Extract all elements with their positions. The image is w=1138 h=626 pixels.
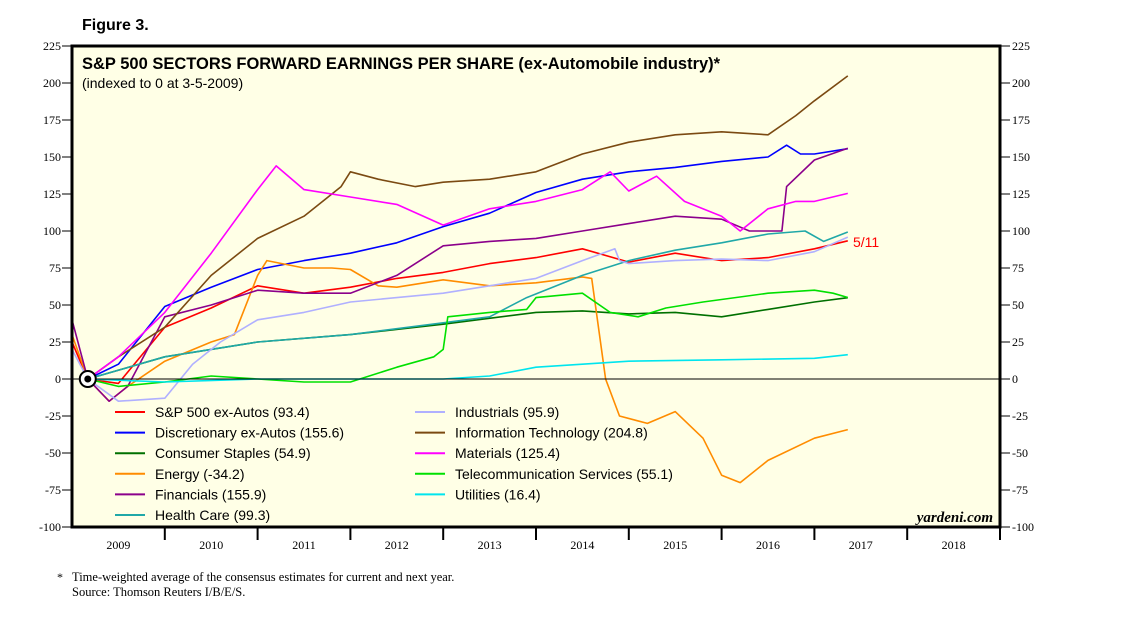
y-tick-label-left: 0 — [55, 372, 61, 386]
y-tick-label-left: 150 — [43, 150, 61, 164]
legend-label: Consumer Staples (54.9) — [155, 445, 311, 461]
legend-item: Health Care (99.3) — [115, 507, 270, 523]
x-tick-label: 2013 — [478, 538, 502, 552]
x-tick-label: 2014 — [570, 538, 594, 552]
legend-item: Consumer Staples (54.9) — [115, 445, 311, 461]
plot-area — [72, 46, 1000, 527]
y-tick-label-left: -25 — [45, 409, 61, 423]
legend-label: Discretionary ex-Autos (155.6) — [155, 425, 344, 441]
y-tick-label-right: 125 — [1012, 187, 1030, 201]
series-line-10 — [87, 353, 848, 383]
x-tick-label: 2015 — [663, 538, 687, 552]
y-tick-label-right: -50 — [1012, 446, 1028, 460]
y-tick-label-right: -100 — [1012, 520, 1034, 534]
y-tick-label-right: -75 — [1012, 483, 1028, 497]
x-tick-label: 2010 — [199, 538, 223, 552]
x-tick-label: 2009 — [106, 538, 130, 552]
legend-label: Financials (155.9) — [155, 486, 266, 502]
series-line-1 — [87, 144, 848, 380]
y-tick-label-right: -25 — [1012, 409, 1028, 423]
legend-item: Utilities (16.4) — [415, 486, 541, 502]
legend-label: Materials (125.4) — [455, 445, 560, 461]
y-tick-label-right: 25 — [1012, 335, 1024, 349]
y-tick-label-left: -75 — [45, 483, 61, 497]
legend-item: S&P 500 ex-Autos (93.4) — [115, 404, 310, 420]
y-tick-label-right: 200 — [1012, 76, 1030, 90]
legend-label: Industrials (95.9) — [455, 404, 559, 420]
series-line-5 — [87, 230, 849, 380]
legend-item: Energy (-34.2) — [115, 466, 244, 482]
x-tick-label: 2018 — [942, 538, 966, 552]
legend-item: Financials (155.9) — [115, 486, 266, 502]
y-tick-label-right: 100 — [1012, 224, 1030, 238]
footnote-line-2: Source: Thomson Reuters I/B/E/S. — [72, 585, 245, 599]
y-tick-label-left: 100 — [43, 224, 61, 238]
legend-item: Telecommunication Services (55.1) — [415, 466, 673, 482]
legend-label: Information Technology (204.8) — [455, 425, 648, 441]
plot-frame — [70, 44, 1002, 529]
series-line-7 — [87, 75, 849, 380]
legend-item: Information Technology (204.8) — [415, 425, 648, 441]
y-tick-label-left: -50 — [45, 446, 61, 460]
chart-subtitle: (indexed to 0 at 3-5-2009) — [82, 75, 243, 91]
y-tick-label-left: 75 — [49, 261, 61, 275]
legend-item: Materials (125.4) — [415, 445, 560, 461]
brand-label: yardeni.com — [915, 510, 993, 526]
y-tick-label-left: 50 — [49, 298, 61, 312]
legend-label: Health Care (99.3) — [155, 507, 270, 523]
series-line-9 — [87, 289, 849, 388]
series-line-8 — [87, 165, 848, 380]
series-line-3 — [71, 259, 848, 484]
y-tick-label-left: 225 — [43, 39, 61, 53]
y-tick-label-left: 25 — [49, 335, 61, 349]
y-tick-label-left: 125 — [43, 187, 61, 201]
y-tick-label-left: -100 — [39, 520, 61, 534]
legend-item: Industrials (95.9) — [415, 404, 559, 420]
figure-label: Figure 3. — [82, 17, 149, 34]
x-tick-label: 2012 — [385, 538, 409, 552]
legend-label: Utilities (16.4) — [455, 486, 541, 502]
y-tick-label-right: 175 — [1012, 113, 1030, 127]
end-date-label: 5/11 — [853, 234, 879, 250]
y-tick-label-right: 225 — [1012, 39, 1030, 53]
y-tick-label-right: 150 — [1012, 150, 1030, 164]
legend-label: Telecommunication Services (55.1) — [455, 466, 673, 482]
series-line-4 — [71, 147, 849, 402]
legend-item: Discretionary ex-Autos (155.6) — [115, 425, 344, 441]
chart-title: S&P 500 SECTORS FORWARD EARNINGS PER SHA… — [82, 55, 721, 73]
x-tick-label: 2016 — [756, 538, 780, 552]
x-tick-label: 2011 — [292, 538, 316, 552]
y-tick-label-left: 175 — [43, 113, 61, 127]
x-tick-label: 2017 — [849, 538, 873, 552]
index-date-marker-dot — [84, 375, 92, 383]
y-tick-label-right: 75 — [1012, 261, 1024, 275]
legend-label: S&P 500 ex-Autos (93.4) — [155, 404, 310, 420]
footnote-line-1: Time-weighted average of the consensus e… — [72, 570, 454, 584]
y-tick-label-right: 50 — [1012, 298, 1024, 312]
legend-label: Energy (-34.2) — [155, 466, 244, 482]
footnote-marker: * — [57, 570, 63, 584]
y-tick-label-left: 200 — [43, 76, 61, 90]
y-tick-label-right: 0 — [1012, 372, 1018, 386]
